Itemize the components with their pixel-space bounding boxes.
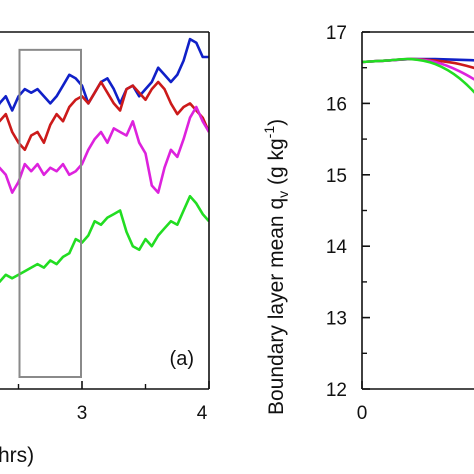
panel-b-y-axis-title: Boundary layer mean qv (g kg-1) bbox=[261, 119, 291, 415]
y-title-sub: v bbox=[275, 191, 291, 198]
y-tick-label: 17 bbox=[326, 23, 347, 44]
x-tick-label: 4 bbox=[197, 403, 208, 424]
highlight-box bbox=[18, 48, 82, 378]
series-line-magenta bbox=[362, 57, 474, 81]
y-title-main: Boundary layer mean q bbox=[265, 198, 288, 415]
series-line-green bbox=[362, 57, 474, 94]
y-tick-label: 16 bbox=[326, 94, 347, 115]
panel-a-plot-area bbox=[0, 37, 209, 284]
series-line-magenta bbox=[0, 105, 209, 194]
series-line-green bbox=[0, 194, 209, 284]
panel-a-x-axis-title: hrs) bbox=[0, 444, 34, 467]
y-tick-label: 12 bbox=[326, 380, 347, 401]
y-title-unit: (g kg bbox=[265, 138, 288, 191]
y-title-close: ) bbox=[265, 119, 288, 126]
y-tick-label: 15 bbox=[326, 166, 347, 187]
y-tick-label: 14 bbox=[326, 237, 348, 258]
x-tick-label: 3 bbox=[77, 403, 88, 424]
y-title-exp: -1 bbox=[261, 126, 277, 139]
series-line-blue bbox=[0, 37, 209, 112]
panel-b-plot-area bbox=[362, 57, 474, 94]
panel-label: (a) bbox=[170, 348, 194, 370]
x-tick-label: 0 bbox=[357, 403, 368, 424]
series-line-red bbox=[362, 57, 474, 70]
series-line-red bbox=[0, 80, 209, 152]
panel-b-x-ticks: 0 bbox=[357, 381, 368, 424]
panel-b: 12 13 14 15 16 17 0 Boundary layer mean qv (g… bbox=[261, 23, 474, 424]
panel-b-y-ticks: 12 13 14 15 16 17 bbox=[326, 23, 370, 401]
y-tick-label: 13 bbox=[326, 309, 347, 330]
